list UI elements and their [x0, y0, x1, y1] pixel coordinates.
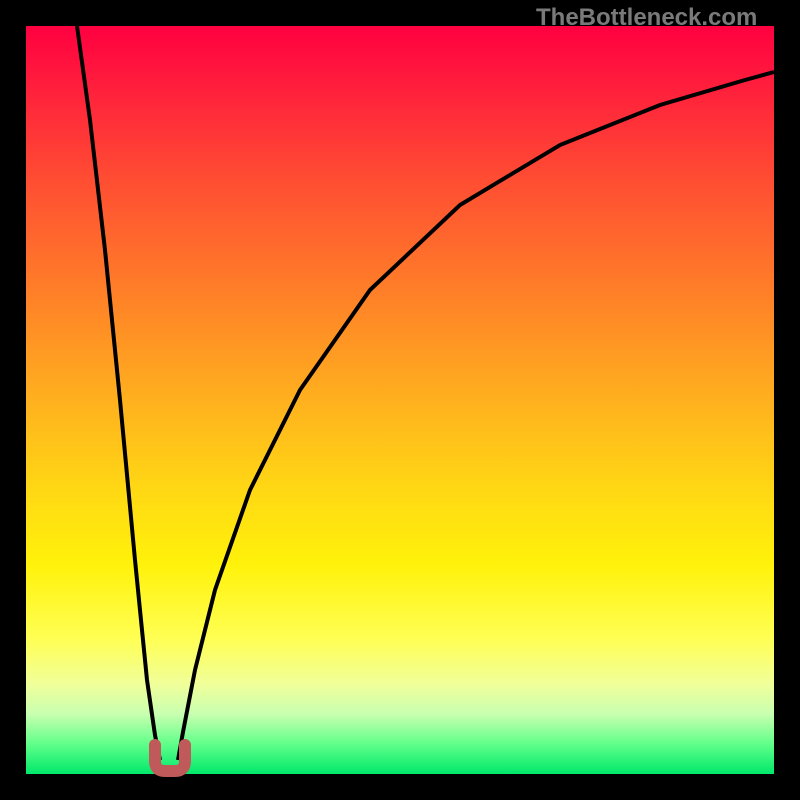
valley-marker: [155, 745, 185, 771]
chart-frame: TheBottleneck.com: [0, 0, 800, 800]
bottleneck-curve: [0, 0, 800, 800]
watermark-text: TheBottleneck.com: [536, 4, 757, 32]
curve-left-branch: [77, 26, 160, 760]
curve-right-branch: [178, 72, 774, 760]
